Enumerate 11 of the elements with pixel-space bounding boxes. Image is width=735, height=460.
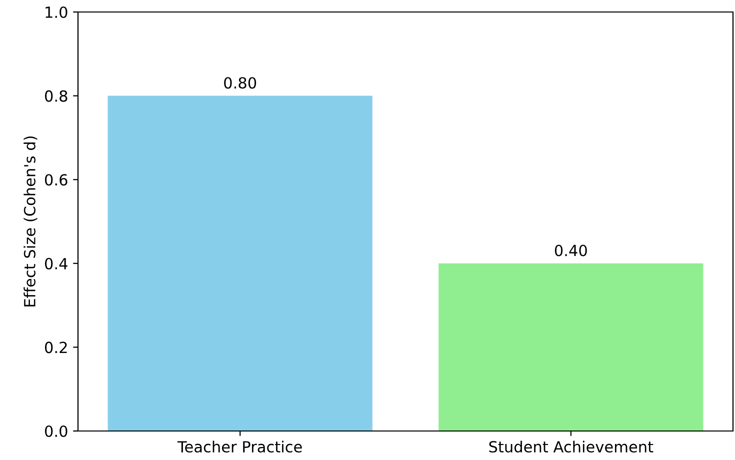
data-label: 0.40	[554, 244, 587, 256]
data-label: 0.80	[224, 77, 256, 89]
x-tick-label: Student Achievement	[489, 440, 654, 453]
y-tick-label: 0.8	[44, 90, 68, 102]
y-tick-label: 0.2	[44, 342, 67, 354]
y-tick-label: 1.0	[46, 6, 68, 18]
y-tick-label: 0.6	[44, 174, 68, 186]
y-tick-label: 0.4	[44, 258, 68, 270]
x-tick-label: Teacher Practice	[177, 440, 302, 453]
y-tick-label: 0.0	[44, 425, 68, 438]
y-axis-title: Effect Size (Cohen's d)	[24, 136, 38, 306]
